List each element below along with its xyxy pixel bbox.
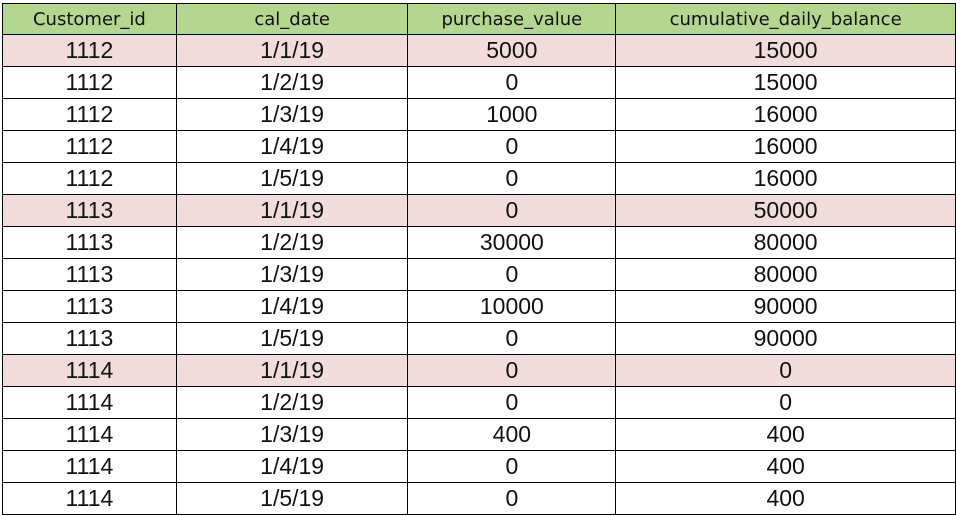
table-row: 1114 1/3/19 400 400 bbox=[2, 418, 956, 451]
cell-cumulative-daily-balance[interactable]: 50000 bbox=[615, 194, 956, 227]
cell-cal-date[interactable]: 1/1/19 bbox=[175, 354, 409, 387]
table-row: 1112 1/2/19 0 15000 bbox=[2, 66, 956, 99]
cell-customer-id[interactable]: 1114 bbox=[2, 418, 177, 451]
cell-purchase-value[interactable]: 0 bbox=[407, 258, 617, 291]
cell-customer-id[interactable]: 1114 bbox=[2, 482, 177, 515]
cell-cumulative-daily-balance[interactable]: 15000 bbox=[615, 34, 956, 67]
cell-cal-date[interactable]: 1/5/19 bbox=[175, 162, 409, 195]
cell-purchase-value[interactable]: 0 bbox=[407, 450, 617, 483]
table-row: 1113 1/5/19 0 90000 bbox=[2, 322, 956, 355]
cell-cal-date[interactable]: 1/3/19 bbox=[175, 418, 409, 451]
column-header-customer-id[interactable]: Customer_id bbox=[2, 3, 177, 35]
table-row: 1113 1/4/19 10000 90000 bbox=[2, 290, 956, 323]
cell-cal-date[interactable]: 1/4/19 bbox=[175, 290, 409, 323]
table-row: 1113 1/2/19 30000 80000 bbox=[2, 226, 956, 259]
cell-customer-id[interactable]: 1113 bbox=[2, 258, 177, 291]
cell-customer-id[interactable]: 1114 bbox=[2, 386, 177, 419]
table-row-highlighted: 1114 1/1/19 0 0 bbox=[2, 354, 956, 387]
cell-cumulative-daily-balance[interactable]: 90000 bbox=[615, 290, 956, 323]
cell-customer-id[interactable]: 1113 bbox=[2, 194, 177, 227]
cell-cumulative-daily-balance[interactable]: 80000 bbox=[615, 226, 956, 259]
cell-customer-id[interactable]: 1114 bbox=[2, 450, 177, 483]
cell-cal-date[interactable]: 1/3/19 bbox=[175, 258, 409, 291]
header-row: Customer_id cal_date purchase_value cumu… bbox=[2, 3, 956, 35]
cell-customer-id[interactable]: 1113 bbox=[2, 322, 177, 355]
cell-cumulative-daily-balance[interactable]: 400 bbox=[615, 418, 956, 451]
cell-customer-id[interactable]: 1114 bbox=[2, 354, 177, 387]
cell-purchase-value[interactable]: 30000 bbox=[407, 226, 617, 259]
cell-purchase-value[interactable]: 0 bbox=[407, 354, 617, 387]
cell-cal-date[interactable]: 1/1/19 bbox=[175, 34, 409, 67]
cell-cumulative-daily-balance[interactable]: 0 bbox=[615, 386, 956, 419]
column-header-cal-date[interactable]: cal_date bbox=[175, 3, 409, 35]
cell-customer-id[interactable]: 1113 bbox=[2, 290, 177, 323]
cell-customer-id[interactable]: 1112 bbox=[2, 34, 177, 67]
cell-cumulative-daily-balance[interactable]: 15000 bbox=[615, 66, 956, 99]
cell-purchase-value[interactable]: 0 bbox=[407, 66, 617, 99]
cell-cumulative-daily-balance[interactable]: 400 bbox=[615, 450, 956, 483]
cell-purchase-value[interactable]: 0 bbox=[407, 386, 617, 419]
cell-cal-date[interactable]: 1/5/19 bbox=[175, 482, 409, 515]
cell-purchase-value[interactable]: 5000 bbox=[407, 34, 617, 67]
table-row: 1112 1/4/19 0 16000 bbox=[2, 130, 956, 163]
cell-purchase-value[interactable]: 400 bbox=[407, 418, 617, 451]
cell-cumulative-daily-balance[interactable]: 0 bbox=[615, 354, 956, 387]
cell-cal-date[interactable]: 1/4/19 bbox=[175, 130, 409, 163]
table-row: 1114 1/2/19 0 0 bbox=[2, 386, 956, 419]
cell-purchase-value[interactable]: 0 bbox=[407, 482, 617, 515]
cell-customer-id[interactable]: 1112 bbox=[2, 130, 177, 163]
table-row-highlighted: 1113 1/1/19 0 50000 bbox=[2, 194, 956, 227]
table-row: 1114 1/5/19 0 400 bbox=[2, 482, 956, 515]
table-row-highlighted: 1112 1/1/19 5000 15000 bbox=[2, 34, 956, 67]
cell-cal-date[interactable]: 1/2/19 bbox=[175, 226, 409, 259]
cell-cal-date[interactable]: 1/1/19 bbox=[175, 194, 409, 227]
table-body: 1112 1/1/19 5000 15000 1112 1/2/19 0 15000 1112 1… bbox=[2, 34, 956, 515]
column-header-purchase-value[interactable]: purchase_value bbox=[407, 3, 617, 35]
customer-balance-table: Customer_id cal_date purchase_value cumu… bbox=[2, 3, 956, 515]
cell-purchase-value[interactable]: 0 bbox=[407, 130, 617, 163]
cell-purchase-value[interactable]: 0 bbox=[407, 322, 617, 355]
cell-purchase-value[interactable]: 1000 bbox=[407, 98, 617, 131]
cell-cal-date[interactable]: 1/3/19 bbox=[175, 98, 409, 131]
cell-cumulative-daily-balance[interactable]: 400 bbox=[615, 482, 956, 515]
cell-customer-id[interactable]: 1112 bbox=[2, 66, 177, 99]
table-row: 1113 1/3/19 0 80000 bbox=[2, 258, 956, 291]
cell-customer-id[interactable]: 1113 bbox=[2, 226, 177, 259]
cell-cal-date[interactable]: 1/4/19 bbox=[175, 450, 409, 483]
cell-cal-date[interactable]: 1/5/19 bbox=[175, 322, 409, 355]
cell-purchase-value[interactable]: 0 bbox=[407, 162, 617, 195]
cell-purchase-value[interactable]: 10000 bbox=[407, 290, 617, 323]
cell-cumulative-daily-balance[interactable]: 16000 bbox=[615, 98, 956, 131]
cell-cumulative-daily-balance[interactable]: 16000 bbox=[615, 130, 956, 163]
cell-purchase-value[interactable]: 0 bbox=[407, 194, 617, 227]
column-header-cumulative-daily-balance[interactable]: cumulative_daily_balance bbox=[615, 3, 956, 35]
cell-cal-date[interactable]: 1/2/19 bbox=[175, 66, 409, 99]
table-row: 1112 1/3/19 1000 16000 bbox=[2, 98, 956, 131]
cell-cal-date[interactable]: 1/2/19 bbox=[175, 386, 409, 419]
table-row: 1114 1/4/19 0 400 bbox=[2, 450, 956, 483]
cell-customer-id[interactable]: 1112 bbox=[2, 162, 177, 195]
cell-cumulative-daily-balance[interactable]: 90000 bbox=[615, 322, 956, 355]
cell-cumulative-daily-balance[interactable]: 80000 bbox=[615, 258, 956, 291]
cell-cumulative-daily-balance[interactable]: 16000 bbox=[615, 162, 956, 195]
cell-customer-id[interactable]: 1112 bbox=[2, 98, 177, 131]
table-row: 1112 1/5/19 0 16000 bbox=[2, 162, 956, 195]
